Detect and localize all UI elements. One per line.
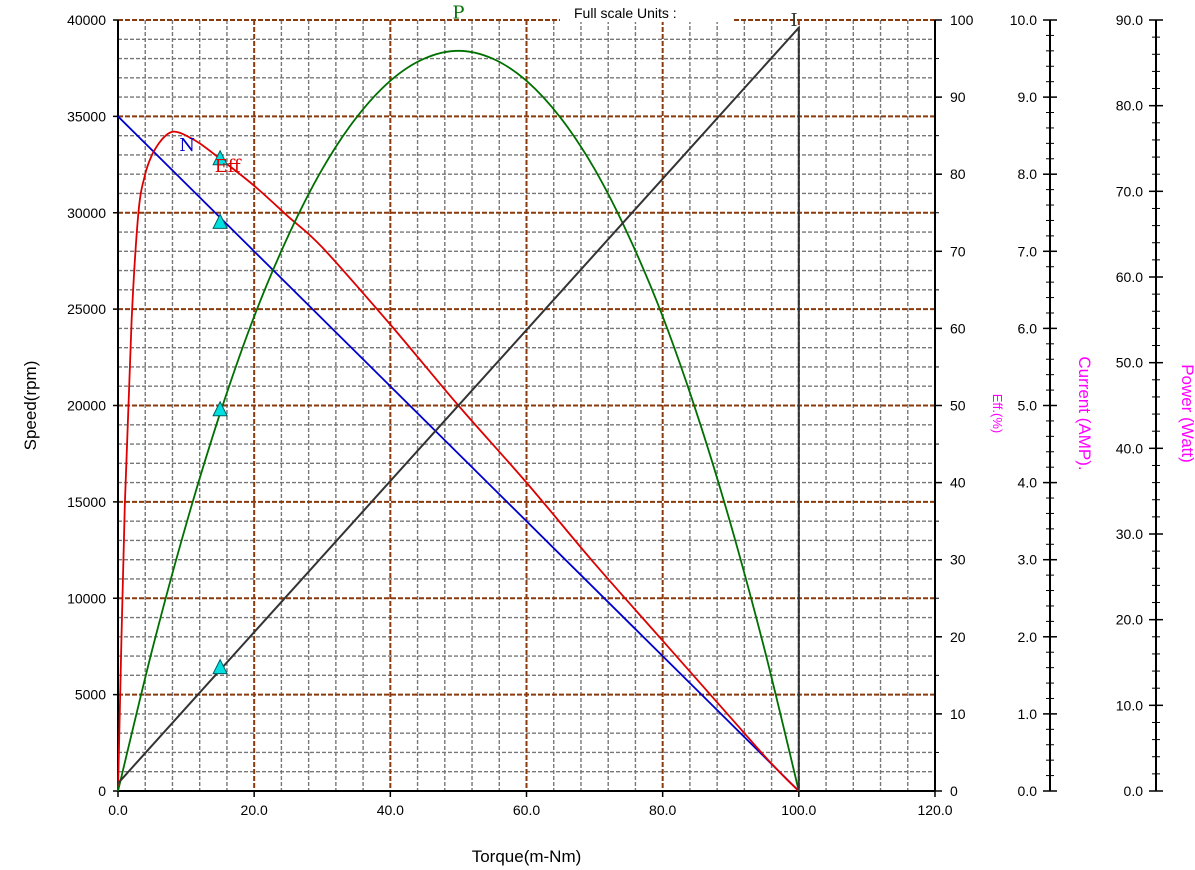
eff-tick-label: 0 bbox=[950, 783, 958, 799]
header-box bbox=[560, 2, 734, 22]
marker-triangle bbox=[212, 149, 228, 166]
eff-tick-label: 30 bbox=[950, 552, 966, 568]
eff-tick-label: 50 bbox=[950, 398, 966, 414]
current-tick-label: 10.0 bbox=[1010, 12, 1037, 28]
current-tick-label: 3.0 bbox=[1018, 552, 1038, 568]
speed-tick-label: 5000 bbox=[75, 687, 106, 703]
power-tick-label: 60.0 bbox=[1116, 269, 1143, 285]
speed-tick-label: 10000 bbox=[67, 590, 106, 606]
marker-triangle bbox=[212, 658, 228, 675]
series-label-eff: Eff bbox=[215, 156, 242, 177]
eff-tick-label: 60 bbox=[950, 320, 966, 336]
eff-tick-label: 70 bbox=[950, 243, 966, 259]
current-axis-title: Current (AMP). bbox=[1075, 356, 1094, 470]
series-line-i bbox=[117, 25, 800, 791]
power-tick-label: 10.0 bbox=[1116, 697, 1143, 713]
series-line-p bbox=[117, 49, 800, 792]
torque-tick-label: 120.0 bbox=[917, 802, 952, 818]
speed-tick-label: 0 bbox=[98, 783, 106, 799]
speed-tick-label: 35000 bbox=[67, 108, 106, 124]
speed-tick-label: 40000 bbox=[67, 12, 106, 28]
eff-axis-title: Eff.(%) bbox=[990, 394, 1005, 434]
torque-tick-label: 60.0 bbox=[513, 802, 540, 818]
series-label-n: N bbox=[179, 135, 195, 156]
series-label-i: I bbox=[791, 10, 798, 31]
current-tick-label: 7.0 bbox=[1018, 243, 1038, 259]
speed-tick-label: 15000 bbox=[67, 494, 106, 510]
axes: 0.0 20.0 40.0 60.0 80.0 100.0 120.0Torque(m-Nm… bbox=[21, 12, 1195, 866]
torque-tick-label: 40.0 bbox=[377, 802, 404, 818]
current-tick-label: 6.0 bbox=[1018, 320, 1038, 336]
power-tick-label: 30.0 bbox=[1116, 526, 1143, 542]
eff-tick-label: 40 bbox=[950, 475, 966, 491]
series-label-p: P bbox=[452, 2, 464, 23]
eff-tick-label: 100 bbox=[950, 12, 974, 28]
power-tick-label: 40.0 bbox=[1116, 440, 1143, 456]
power-tick-label: 0.0 bbox=[1124, 783, 1144, 799]
current-tick-label: 4.0 bbox=[1018, 475, 1038, 491]
speed-tick-label: 25000 bbox=[67, 301, 106, 317]
labels-layer: N Eff P I bbox=[179, 2, 797, 176]
speed-tick-label: 20000 bbox=[67, 398, 106, 414]
power-axis-title: Power (Watt) bbox=[1178, 364, 1195, 463]
header-text: Full scale Units : bbox=[574, 5, 677, 21]
power-tick-label: 80.0 bbox=[1116, 98, 1143, 114]
speed-tick-label: 30000 bbox=[67, 205, 106, 221]
series-line-n bbox=[117, 115, 800, 792]
power-tick-label: 50.0 bbox=[1116, 355, 1143, 371]
torque-tick-label: 20.0 bbox=[241, 802, 268, 818]
torque-axis-title: Torque(m-Nm) bbox=[472, 847, 582, 866]
current-tick-label: 8.0 bbox=[1018, 166, 1038, 182]
torque-tick-label: 80.0 bbox=[649, 802, 676, 818]
torque-tick-label: 100.0 bbox=[781, 802, 816, 818]
marker-triangle bbox=[212, 400, 228, 417]
power-tick-label: 70.0 bbox=[1116, 183, 1143, 199]
eff-tick-label: 80 bbox=[950, 166, 966, 182]
torque-tick-label: 0.0 bbox=[108, 802, 128, 818]
power-tick-label: 20.0 bbox=[1116, 612, 1143, 628]
current-tick-label: 2.0 bbox=[1018, 629, 1038, 645]
current-tick-label: 9.0 bbox=[1018, 89, 1038, 105]
speed-axis-title: Speed(rpm) bbox=[21, 361, 40, 451]
current-tick-label: 0.0 bbox=[1018, 783, 1038, 799]
eff-tick-label: 90 bbox=[950, 89, 966, 105]
marker-triangle bbox=[212, 213, 228, 229]
eff-tick-label: 20 bbox=[950, 629, 966, 645]
current-tick-label: 5.0 bbox=[1018, 398, 1038, 414]
power-tick-label: 90.0 bbox=[1116, 12, 1143, 28]
current-tick-label: 1.0 bbox=[1018, 706, 1038, 722]
eff-tick-label: 10 bbox=[950, 706, 966, 722]
markers-layer bbox=[212, 149, 228, 675]
